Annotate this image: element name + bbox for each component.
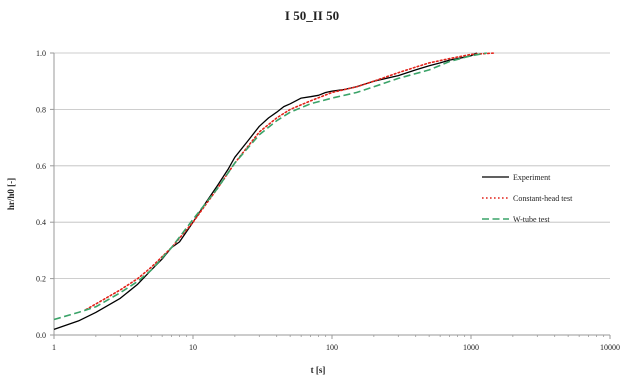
x-tick-label: 1000 bbox=[463, 343, 479, 352]
grid bbox=[54, 52, 610, 280]
legend-label-experiment: Experiment bbox=[513, 173, 551, 182]
y-tick-label: 0.2 bbox=[36, 275, 46, 284]
y-tick-label: 0.6 bbox=[36, 162, 46, 171]
y-axis-ticks: 0.0 0.2 0.4 0.6 0.8 1.0 bbox=[36, 49, 54, 340]
series-group bbox=[53, 52, 497, 331]
x-tick-label: 1 bbox=[52, 343, 56, 352]
legend: Experiment Constant-head test W-tube test bbox=[482, 173, 573, 224]
chart-title: I 50_II 50 bbox=[285, 8, 339, 23]
y-tick-label: 0.4 bbox=[36, 218, 46, 227]
x-tick-label: 100 bbox=[326, 343, 338, 352]
series-line-experiment bbox=[53, 52, 478, 331]
legend-label-constant-head-test: Constant-head test bbox=[513, 194, 573, 203]
x-axis-ticks: 1 10 100 1000 10000 bbox=[52, 335, 620, 352]
series-line-constant-head-test bbox=[85, 52, 497, 311]
x-axis-label: t [s] bbox=[311, 365, 326, 375]
x-tick-label: 10 bbox=[189, 343, 197, 352]
legend-label-w-tube-test: W-tube test bbox=[513, 215, 550, 224]
y-tick-label: 1.0 bbox=[36, 49, 46, 58]
y-tick-label: 0.8 bbox=[36, 105, 46, 114]
y-axis-label: hr/h0 [-] bbox=[6, 178, 16, 210]
series-line-w-tube-test bbox=[53, 52, 487, 321]
y-tick-label: 0.0 bbox=[36, 331, 46, 340]
x-tick-label: 10000 bbox=[600, 343, 620, 352]
